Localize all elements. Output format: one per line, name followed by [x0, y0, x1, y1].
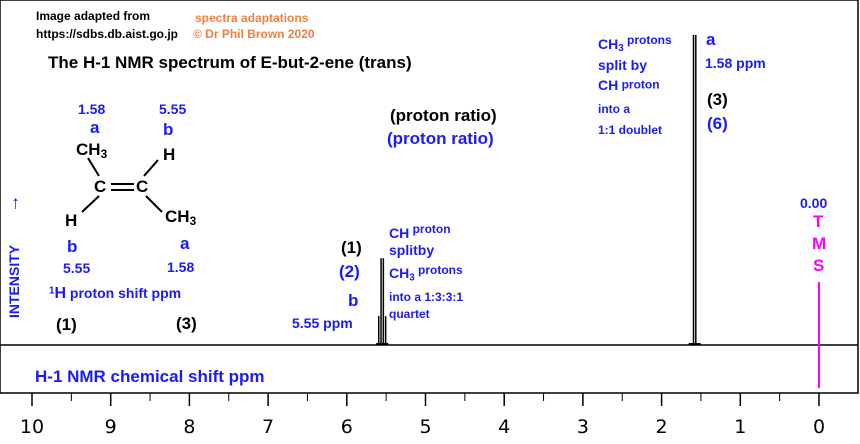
- plot-frame: [0, 0, 859, 394]
- peak-b: [376, 258, 389, 345]
- spectrum-peaks: [376, 35, 701, 345]
- shift-a-bottom: 1.58: [167, 259, 195, 275]
- x-axis-label: H-1 NMR chemical shift ppm: [35, 367, 265, 386]
- ratio-b-molecule: (1): [56, 315, 77, 334]
- proton-ratio-heading-blue: (proton ratio): [387, 129, 494, 148]
- bond-c-ch3-bottom: [145, 195, 163, 213]
- x-tick-label-10: 10: [20, 416, 44, 438]
- shift-b-top: 5.55: [159, 101, 187, 117]
- peak-a-ratio-black: (3): [707, 90, 728, 109]
- x-tick-label-8: 8: [183, 416, 195, 438]
- shift-b-bottom: 5.55: [63, 260, 91, 276]
- peak-b-ratio-blue: (2): [339, 262, 360, 281]
- x-tick-label-5: 5: [419, 416, 431, 438]
- peak-b-desc-ch3: CH3 protons: [389, 263, 463, 284]
- proton-ratio-heading-black: (proton ratio): [390, 106, 497, 125]
- peak-a-desc-into: into a: [598, 102, 630, 116]
- peak-b-shift: 5.55 ppm: [292, 315, 353, 331]
- label-a-top: a: [90, 118, 100, 137]
- x-tick-label-6: 6: [341, 416, 353, 438]
- label-a-bottom: a: [180, 234, 190, 253]
- chart-title: The H-1 NMR spectrum of E-but-2-ene (tra…: [48, 53, 412, 72]
- peak-b-desc-ch: CH proton: [389, 222, 451, 241]
- y-axis-label: INTENSITY: [6, 244, 22, 318]
- x-tick-label-4: 4: [498, 416, 510, 438]
- label-b-top: b: [163, 120, 174, 139]
- x-tick-label-2: 2: [656, 416, 668, 438]
- carbon-left: C: [94, 177, 107, 196]
- peak-a-shift: 1.58 ppm: [705, 55, 766, 71]
- adaptation-credit-1: spectra adaptations: [195, 11, 309, 25]
- x-tick-label-0: 0: [813, 416, 825, 438]
- peak-a-ratio-blue: (6): [707, 114, 728, 133]
- tms-letter-m: M: [812, 234, 827, 253]
- label-b-bottom: b: [67, 237, 78, 256]
- peak-a-desc-ch3: CH3 protons: [598, 33, 672, 55]
- x-tick-label-1: 1: [734, 416, 746, 438]
- peak-b-desc-split: splitby: [389, 242, 435, 258]
- tms-letter-s: S: [813, 256, 825, 275]
- x-tick-label-7: 7: [262, 416, 274, 438]
- peak-a-desc-doublet: 1:1 doublet: [598, 123, 663, 137]
- peak-a-desc-ch: CH proton: [598, 77, 660, 93]
- x-tick-label-9: 9: [105, 416, 117, 438]
- tms-shift: 0.00: [800, 195, 828, 211]
- peak-b-ratio-black: (1): [341, 238, 362, 257]
- bond-c-h-top: [143, 159, 159, 177]
- h-atom-top: H: [163, 145, 176, 164]
- peak-a-label: a: [706, 30, 716, 49]
- x-tick-label-3: 3: [577, 416, 589, 438]
- x-axis-ticks: [31, 393, 820, 406]
- peak-a: [688, 35, 701, 345]
- h-atom-bottom: H: [65, 211, 78, 230]
- credit-line-2: https://sdbs.db.aist.go.jp: [36, 27, 178, 41]
- peak-b-label: b: [348, 291, 359, 310]
- peak-b-desc-into: into a 1:3:3:1: [389, 290, 464, 304]
- ratio-a-molecule: (3): [176, 314, 197, 333]
- ch3-group-top: CH3: [76, 140, 108, 161]
- tms-letter-t: T: [813, 212, 824, 231]
- bond-c-ch3-top: [87, 157, 100, 177]
- y-axis-arrow: →: [2, 194, 23, 213]
- adaptation-credit-2: © Dr Phil Brown 2020: [193, 27, 315, 41]
- bond-c-h-bottom: [81, 195, 100, 213]
- peak-b-desc-quartet: quartet: [389, 307, 430, 321]
- credit-line-1: Image adapted from: [36, 9, 151, 23]
- x-axis-tick-labels: 10 9 8 7 6 5 4 3 2 1 0: [20, 416, 825, 438]
- shift-a-top: 1.58: [78, 101, 106, 117]
- ch3-group-bottom: CH3: [165, 207, 197, 228]
- peak-a-desc-split: split by: [598, 57, 648, 73]
- carbon-right: C: [136, 177, 149, 196]
- proton-shift-caption: 1H proton shift ppm: [49, 285, 182, 302]
